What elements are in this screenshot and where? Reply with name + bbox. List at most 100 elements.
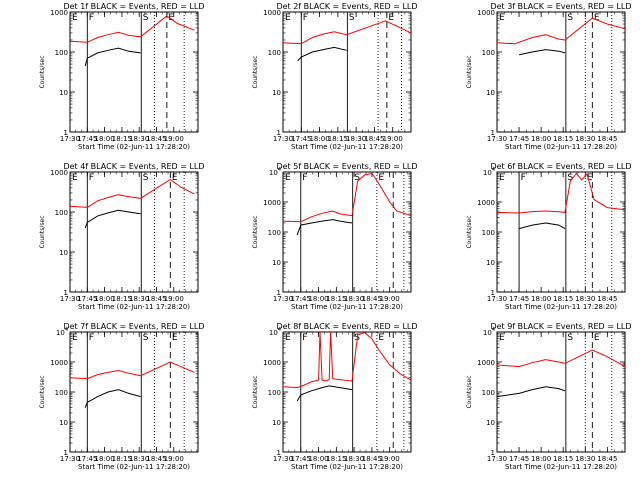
left-marker-label: E xyxy=(499,333,505,343)
series-line-black xyxy=(518,49,566,56)
y-tick-label: 1 xyxy=(491,449,495,457)
x-tick-label: 18:00 xyxy=(531,455,551,463)
x-tick-label: 17:45 xyxy=(509,295,529,303)
chart-panel-9: Det 9f BLACK = Events, RED = LLD 1 10 100 10… xyxy=(466,322,632,471)
x-tick-label: 18:30 xyxy=(344,295,364,303)
y-tick-label: 1000 xyxy=(263,9,281,17)
y-tick-label: 1000 xyxy=(477,199,495,207)
x-tick-label: 17:30 xyxy=(273,135,293,143)
x-tick-label: 18:30 xyxy=(344,455,364,463)
x-tick-label: 17:30 xyxy=(60,135,80,143)
x-axis-label: Start Time (02-Jun-11 17:28:20) xyxy=(78,303,190,311)
x-tick-label: 18:15 xyxy=(328,135,348,143)
left-marker-label: E xyxy=(285,13,291,23)
x-tick-label: 18:00 xyxy=(531,135,551,143)
x-tick-label: 17:30 xyxy=(273,455,293,463)
series-line-red xyxy=(69,178,195,208)
chart-title: Det 6f BLACK = Events, RED = LLD xyxy=(490,162,631,171)
x-tick-label: 18:15 xyxy=(553,455,573,463)
marker-label: E xyxy=(172,173,178,183)
x-tick-label: 18:45 xyxy=(146,295,166,303)
marker-label: F xyxy=(302,333,307,343)
y-tick-label: 104 xyxy=(483,327,495,337)
y-axis-label: Counts/sec xyxy=(39,55,46,88)
marker-label: E xyxy=(594,13,600,23)
x-tick-label: 17:45 xyxy=(291,135,311,143)
y-tick-label: 1000 xyxy=(263,359,281,367)
chart-title: Det 1f BLACK = Events, RED = LLD xyxy=(63,2,204,11)
x-axis-label: Start Time (02-Jun-11 17:28:20) xyxy=(291,143,403,151)
y-tick-label: 100 xyxy=(268,229,281,237)
y-tick-label: 1 xyxy=(277,449,281,457)
chart-panel-3: Det 3f BLACK = Events, RED = LLD 1 10 100 10… xyxy=(466,2,632,151)
marker-label: E xyxy=(594,333,600,343)
series-line-red xyxy=(282,20,412,45)
y-tick-label: 1 xyxy=(64,449,68,457)
left-marker-label: E xyxy=(285,333,291,343)
y-axis-label: Counts/sec xyxy=(252,215,259,248)
y-tick-label: 1000 xyxy=(263,199,281,207)
chart-title: Det 3f BLACK = Events, RED = LLD xyxy=(490,2,631,11)
series-line-black xyxy=(297,46,347,62)
marker-label: E xyxy=(378,173,384,183)
left-marker-label: E xyxy=(72,173,78,183)
series-line-red xyxy=(69,361,195,380)
x-tick-label: 18:45 xyxy=(597,135,617,143)
series-line-black xyxy=(84,47,141,67)
y-tick-label: 10 xyxy=(272,259,281,267)
y-tick-label: 1000 xyxy=(50,9,68,17)
y-tick-label: 100 xyxy=(268,389,281,397)
series-line-black xyxy=(518,222,566,230)
y-axis-label: Counts/sec xyxy=(252,55,259,88)
x-tick-label: 17:30 xyxy=(273,295,293,303)
x-tick-label: 18:00 xyxy=(531,295,551,303)
y-tick-label: 100 xyxy=(482,49,495,57)
marker-label: S xyxy=(143,13,149,23)
y-tick-label: 1 xyxy=(277,289,281,297)
marker-label: F xyxy=(89,173,94,183)
y-tick-label: 1000 xyxy=(50,359,68,367)
marker-label: S xyxy=(143,173,149,183)
plot-frame xyxy=(282,171,412,293)
x-tick-label: 18:15 xyxy=(553,135,573,143)
y-tick-label: 10 xyxy=(272,89,281,97)
x-tick-label: 18:30 xyxy=(129,455,149,463)
x-tick-label: 18:45 xyxy=(146,455,166,463)
plot-frame xyxy=(496,331,626,453)
x-axis-label: Start Time (02-Jun-11 17:28:20) xyxy=(291,463,403,471)
y-tick-label: 100 xyxy=(55,49,68,57)
y-tick-label: 1 xyxy=(64,129,68,137)
marker-label: E xyxy=(172,333,178,343)
x-axis-label: Start Time (02-Jun-11 17:28:20) xyxy=(505,463,617,471)
y-tick-label: 1000 xyxy=(477,359,495,367)
plot-frame xyxy=(69,11,199,133)
plot-frame xyxy=(496,171,626,293)
y-tick-label: 104 xyxy=(56,327,68,337)
y-tick-label: 1000 xyxy=(477,9,495,17)
marker-label: E xyxy=(587,173,593,183)
chart-title: Det 7f BLACK = Events, RED = LLD xyxy=(63,322,204,331)
y-tick-label: 100 xyxy=(482,389,495,397)
y-tick-label: 1 xyxy=(491,129,495,137)
chart-panel-7: Det 7f BLACK = Events, RED = LLD 1 10 100 10… xyxy=(39,322,205,471)
marker-label: E xyxy=(388,13,394,23)
plot-frame xyxy=(69,331,199,453)
x-tick-label: 19:00 xyxy=(383,135,403,143)
chart-panel-2: Det 2f BLACK = Events, RED = LLD 1 10 100 10… xyxy=(252,2,418,151)
y-axis-label: Counts/sec xyxy=(252,375,259,408)
x-axis-label: Start Time (02-Jun-11 17:28:20) xyxy=(505,143,617,151)
marker-label: S xyxy=(567,13,573,23)
y-tick-label: 104 xyxy=(269,327,281,337)
y-tick-label: 104 xyxy=(269,167,281,177)
y-axis-label: Counts/sec xyxy=(466,55,473,88)
y-tick-label: 10 xyxy=(59,89,68,97)
series-line-black xyxy=(296,385,353,402)
marker-label: S xyxy=(354,173,360,183)
x-tick-label: 18:15 xyxy=(112,135,132,143)
x-tick-label: 17:45 xyxy=(291,455,311,463)
chart-title: Det 2f BLACK = Events, RED = LLD xyxy=(276,2,417,11)
y-tick-label: 100 xyxy=(55,209,68,217)
series-line-black xyxy=(84,209,141,229)
x-tick-label: 18:00 xyxy=(95,295,115,303)
